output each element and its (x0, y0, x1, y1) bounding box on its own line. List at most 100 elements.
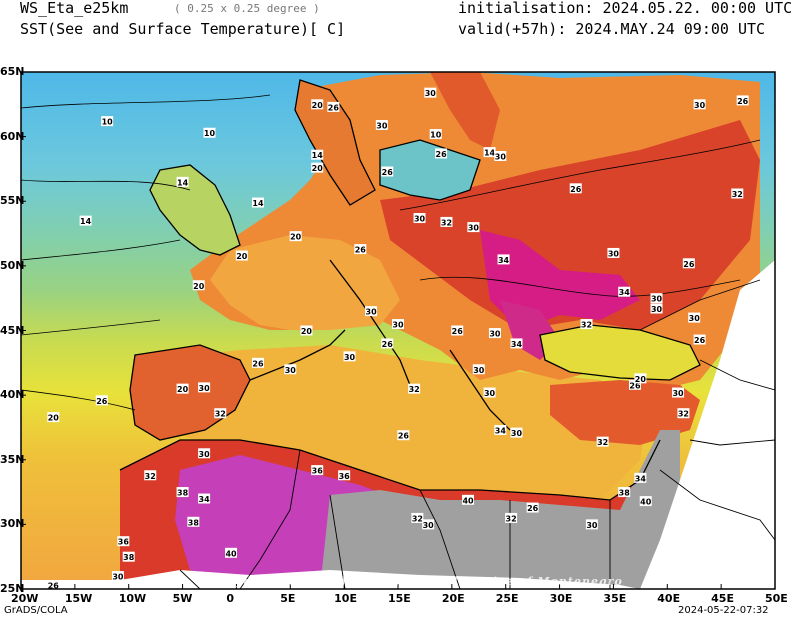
contour-label-bg (95, 395, 108, 406)
contour-label: 30 (375, 119, 388, 130)
contour-label-bg (483, 387, 496, 398)
contour-label-bg (117, 536, 130, 547)
contour-label-text: 32 (732, 190, 743, 199)
contour-label-bg (424, 87, 437, 98)
y-tick-label: 25N (0, 582, 25, 595)
contour-label-bg (311, 465, 324, 476)
contour-label-text: 32 (581, 321, 592, 330)
contour-label-bg (639, 496, 652, 507)
contour-label-text: 30 (468, 224, 480, 233)
contour-label: 26 (628, 379, 641, 390)
contour-label-bg (311, 162, 324, 173)
y-tick-label: 65N (0, 65, 25, 78)
contour-label: 30 (510, 427, 523, 438)
contour-label-bg (79, 215, 92, 226)
field-title: SST(See and Surface Temperature)[ C] (20, 20, 346, 38)
contour-label-bg (451, 325, 464, 336)
contour-label-text: 30 (694, 101, 706, 110)
contour-label-bg (375, 119, 388, 130)
axis-ticks (20, 71, 776, 590)
contour-label-text: 26 (355, 246, 367, 255)
footer-right: 2024-05-22-07:32 (678, 605, 769, 616)
contour-label-text: 30 (366, 308, 378, 317)
contour-label: 26 (736, 95, 749, 106)
contour-label-bg (381, 338, 394, 349)
contour-label-bg (569, 183, 582, 194)
contour-label-bg (311, 149, 324, 160)
x-tick-label: 35E (603, 592, 627, 605)
y-tick-label: 40N (0, 388, 25, 402)
contour-label-text: 38 (619, 489, 631, 498)
contour-label: 20 (47, 412, 60, 423)
contour-label-text: 30 (608, 249, 620, 258)
contour-label: 20 (192, 280, 205, 291)
contour-label-bg (607, 247, 620, 258)
contour-label-text: 26 (629, 381, 641, 390)
x-tick-label: 15W (64, 592, 93, 605)
contour-label-bg (176, 383, 189, 394)
x-tick-label: 0 (226, 592, 235, 605)
contour-label: 30 (424, 87, 437, 98)
contour-label-text: 26 (328, 103, 340, 112)
contour-label-bg (343, 351, 356, 362)
contour-label: 32 (214, 408, 227, 419)
hot-interior (380, 120, 760, 330)
contour-label-bg (672, 387, 685, 398)
contour-label-text: 26 (436, 150, 448, 159)
contour-label: 30 (392, 319, 404, 330)
contour-label-bg (413, 213, 426, 224)
contour-label-text: 34 (199, 495, 211, 504)
contour-label-bg (198, 448, 211, 459)
x-tick-label: 25E (495, 592, 519, 605)
contour-label-text: 30 (586, 521, 598, 530)
x-tick-label: 5W (172, 592, 193, 605)
british-isles (150, 165, 240, 255)
contour-label-text: 20 (48, 414, 60, 423)
contour-label-text: 30 (414, 215, 426, 224)
contour-label-text: 30 (511, 429, 523, 438)
contour-label-bg (214, 408, 227, 419)
x-tick-label: 40E (657, 592, 681, 605)
contour-label-text: 30 (344, 353, 356, 362)
contour-label-text: 14 (312, 151, 324, 160)
contour-label: 20 (289, 231, 302, 242)
contour-label-text: 30 (199, 450, 211, 459)
contour-label: 20 (176, 383, 189, 394)
contour-label-text: 30 (672, 389, 684, 398)
contour-label: 32 (731, 188, 744, 199)
contour-label-text: 26 (48, 582, 60, 591)
contour-label-text: 30 (112, 573, 124, 582)
contour-label: 32 (440, 216, 453, 227)
contour-label-text: 26 (527, 504, 539, 513)
contour-label-text: 14 (252, 199, 264, 208)
contour-label: 20 (300, 325, 313, 336)
contour-label-bg (192, 280, 205, 291)
contour-label-text: 36 (118, 538, 130, 547)
contour-label: 30 (585, 519, 598, 530)
contour-label-bg (693, 334, 706, 345)
contour-label-bg (101, 116, 114, 127)
x-tick-label: 20W (11, 592, 39, 605)
contour-label-text: 26 (398, 432, 410, 441)
contour-label-text: 34 (619, 288, 631, 297)
contour-label: 32 (411, 512, 424, 523)
contour-label-bg (494, 151, 507, 162)
contour-label-bg (381, 166, 394, 177)
y-tick-label: 35N (0, 452, 25, 466)
contour-label: 30 (693, 99, 706, 110)
contour-label-text: 20 (177, 385, 189, 394)
contour-label-text: 26 (570, 185, 582, 194)
contour-label-bg (429, 129, 442, 140)
contour-label-text: 32 (409, 385, 420, 394)
x-tick-label: 15E (388, 592, 411, 605)
contour-label-text: 30 (489, 330, 501, 339)
contour-label: 36 (338, 470, 351, 481)
contour-label-bg (354, 244, 367, 255)
contour-label-bg (440, 216, 453, 227)
contour-label: 38 (618, 487, 631, 498)
isotherm-contours (21, 94, 761, 411)
contour-label-bg (225, 547, 238, 558)
contour-label-bg (187, 516, 200, 527)
contour-label: 20 (311, 162, 324, 173)
